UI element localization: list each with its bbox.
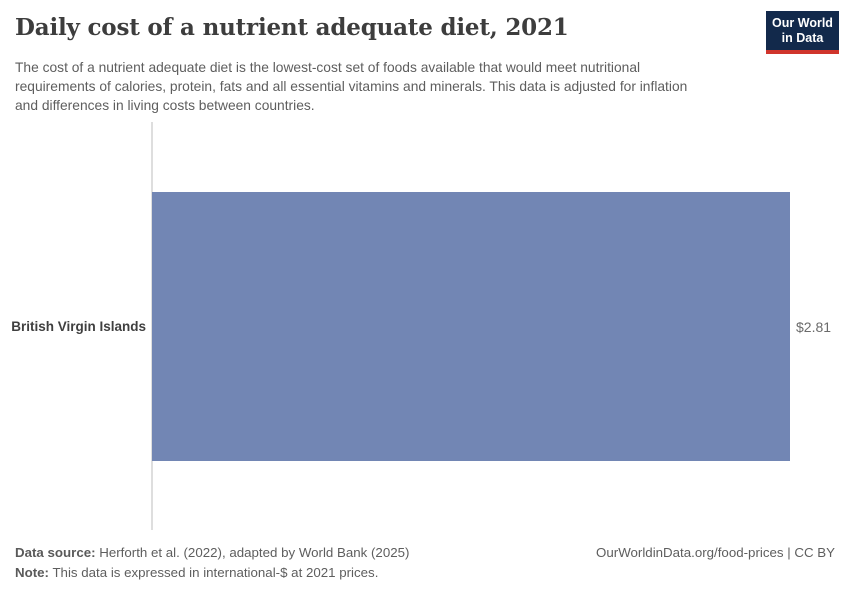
footer-left: Data source: Herforth et al. (2022), ada… [15, 543, 409, 583]
chart-subtitle: The cost of a nutrient adequate diet is … [15, 58, 775, 115]
page-title: Daily cost of a nutrient adequate diet, … [15, 14, 569, 41]
entity-label: British Virgin Islands [11, 319, 146, 334]
owid-logo-text: in Data [781, 31, 824, 45]
owid-logo: Our World in Data [766, 11, 839, 54]
bar-value-label: $2.81 [796, 319, 832, 335]
data-source-label: Data source: [15, 545, 96, 560]
footer-attribution: OurWorldinData.org/food-prices | CC BY [596, 545, 835, 560]
data-source-line: Data source: Herforth et al. (2022), ada… [15, 543, 409, 563]
data-source-text: Herforth et al. (2022), adapted by World… [95, 545, 410, 560]
chart-footer: Data source: Herforth et al. (2022), ada… [15, 543, 835, 583]
y-axis-line [151, 122, 153, 530]
subtitle-line: The cost of a nutrient adequate diet is … [15, 60, 641, 75]
owid-logo-text: Our World [772, 16, 833, 30]
bar[interactable] [152, 192, 790, 461]
note-line: Note: This data is expressed in internat… [15, 563, 409, 583]
note-text: This data is expressed in international-… [48, 565, 379, 580]
subtitle-line: and differences in living costs between … [15, 98, 315, 113]
plot-area [152, 192, 790, 461]
subtitle-line: requirements of calories, protein, fats … [15, 79, 688, 94]
note-label: Note: [15, 565, 49, 580]
